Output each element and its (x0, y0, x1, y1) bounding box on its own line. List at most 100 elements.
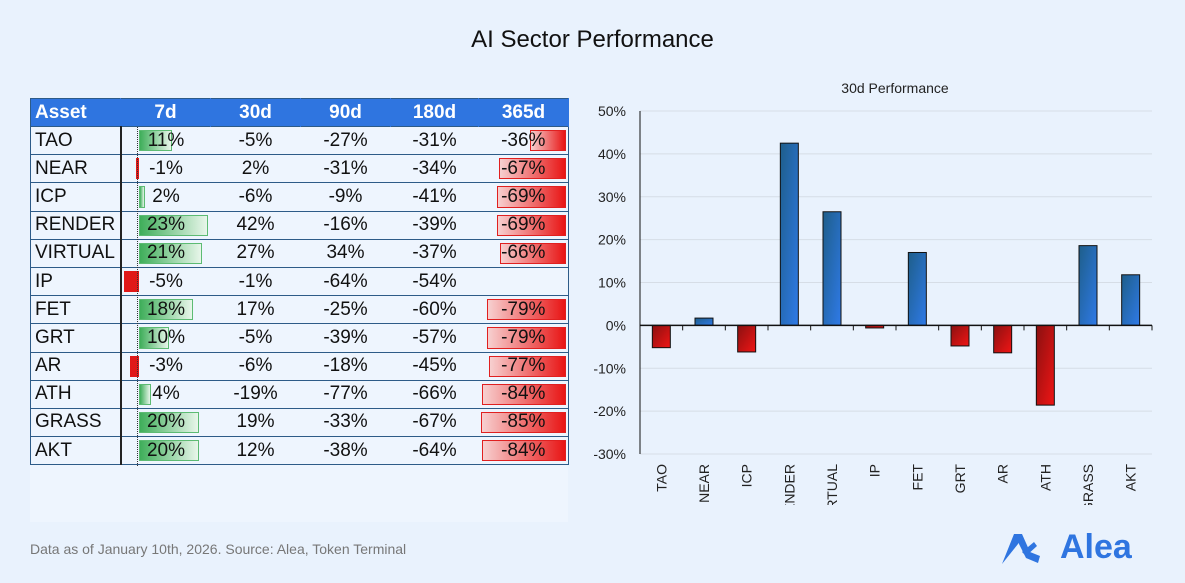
x-tick-label: FET (909, 464, 925, 491)
asset-name: AKT (30, 436, 122, 465)
cell-30d: -1% (210, 266, 301, 296)
cell-7d: 23% (120, 210, 211, 240)
y-tick-label: 50% (598, 103, 626, 119)
cell-7d: 20% (120, 407, 211, 437)
cell-30d: -6% (210, 351, 301, 381)
chart-title: 30d Performance (841, 80, 949, 96)
cell-text: -27% (323, 129, 368, 151)
cell-text: GRT (35, 326, 75, 348)
cell-30d: 2% (210, 154, 301, 183)
cell-text: VIRTUAL (35, 242, 115, 264)
bar-grt (950, 324, 970, 347)
cell-7d: 18% (120, 295, 211, 324)
column-header-30d: 30d (210, 98, 301, 127)
cell-text: 18% (146, 298, 186, 320)
cell-30d: -5% (210, 323, 301, 352)
asset-name: ICP (30, 182, 122, 212)
cell-90d: -18% (300, 351, 391, 381)
cell-90d: -25% (300, 295, 391, 324)
cell-text: -36% (501, 129, 546, 151)
cell-text: -57% (412, 326, 457, 348)
cell-30d: -5% (210, 125, 301, 155)
bar-grass (1078, 245, 1098, 326)
7d-data-bar (138, 299, 193, 321)
cell-text: -6% (238, 185, 273, 207)
cell-text: -54% (412, 270, 457, 292)
asset-name: GRASS (30, 407, 122, 437)
performance-table: Asset 7d 30d 90d 180d 365d TAO 11% -5% -27% -31% -… (30, 98, 569, 466)
cell-text: -38% (323, 439, 368, 461)
bar-virtual (822, 211, 842, 326)
cell-text: -77% (323, 383, 368, 405)
cell-365d: -79% (478, 295, 569, 324)
cell-text: -64% (323, 270, 368, 292)
cell-text: 21% (146, 242, 186, 264)
cell-text: -69% (501, 214, 546, 236)
bar-near (694, 317, 714, 326)
cell-180d: -67% (390, 407, 479, 437)
cell-90d: -77% (300, 379, 391, 409)
bar-ath (1035, 324, 1055, 406)
cell-text: -64% (412, 439, 457, 461)
cell-180d: -57% (390, 323, 479, 352)
cell-text: -41% (412, 185, 457, 207)
7d-data-bar (138, 327, 169, 349)
column-header-365d: 365d (478, 98, 569, 127)
cell-text: -84% (501, 439, 546, 461)
cell-text: -31% (412, 129, 457, 151)
x-tick-label: AR (995, 464, 1011, 483)
cell-365d: -67% (478, 154, 569, 183)
7d-data-bar (129, 355, 139, 377)
cell-text: FET (35, 298, 71, 320)
cell-text: -45% (412, 355, 457, 377)
cell-30d: -19% (210, 379, 301, 409)
cell-text: -34% (412, 157, 457, 179)
bar-tao (651, 324, 671, 349)
cell-text: 10% (146, 326, 186, 348)
cell-text: -6% (238, 355, 273, 377)
asset-name: RENDER (30, 210, 122, 240)
cell-365d: -85% (478, 407, 569, 437)
cell-90d: -38% (300, 436, 391, 465)
cell-text: RENDER (35, 214, 116, 236)
performance-table-container: Asset 7d 30d 90d 180d 365d TAO 11% -5% -27% -31% -… (30, 98, 569, 522)
x-tick-label: GRASS (1080, 464, 1096, 505)
footnote: Data as of January 10th, 2026. Source: A… (30, 541, 407, 557)
bar-chart: -30% -20% -10% 0% 10% 20% 30% 40% 50% TAO NEAR ICP R… (593, 103, 1153, 505)
cell-text: -84% (501, 383, 546, 405)
cell-365d: -69% (478, 182, 569, 212)
cell-180d: -64% (390, 436, 479, 465)
cell-text: ATH (35, 383, 72, 405)
cell-90d: -16% (300, 210, 391, 240)
cell-text: GRASS (35, 411, 102, 433)
cell-text: -3% (149, 355, 183, 377)
y-tick-label: 20% (598, 232, 626, 248)
asset-name: GRT (30, 323, 122, 352)
cell-text: -67% (412, 411, 457, 433)
cell-30d: 42% (210, 210, 301, 240)
cell-text: -19% (233, 383, 278, 405)
cell-90d: -31% (300, 154, 391, 183)
cell-text: 4% (152, 383, 180, 405)
cell-text: -16% (323, 214, 368, 236)
7d-data-bar (138, 186, 145, 208)
asset-name: FET (30, 295, 122, 324)
y-tick-label: -10% (593, 360, 626, 376)
7d-data-bar (138, 440, 199, 462)
cell-text: -39% (323, 326, 368, 348)
table-row: NEAR -1% 2% -31% -34% -67% (30, 154, 569, 183)
cell-text: NEAR (35, 157, 88, 179)
x-tick-label: ICP (739, 464, 755, 487)
bar-akt (1121, 274, 1141, 326)
cell-text: -31% (323, 157, 368, 179)
cell-90d: -9% (300, 182, 391, 212)
365d-data-bar (481, 411, 566, 434)
cell-180d: -37% (390, 238, 479, 268)
cell-90d: -64% (300, 266, 391, 296)
365d-data-bar (487, 327, 566, 349)
cell-365d: -36% (478, 125, 569, 155)
y-tick-label: 10% (598, 275, 626, 291)
cell-text: AKT (35, 439, 72, 461)
cell-text: -67% (501, 157, 546, 179)
y-tick-label: 30% (598, 189, 626, 205)
